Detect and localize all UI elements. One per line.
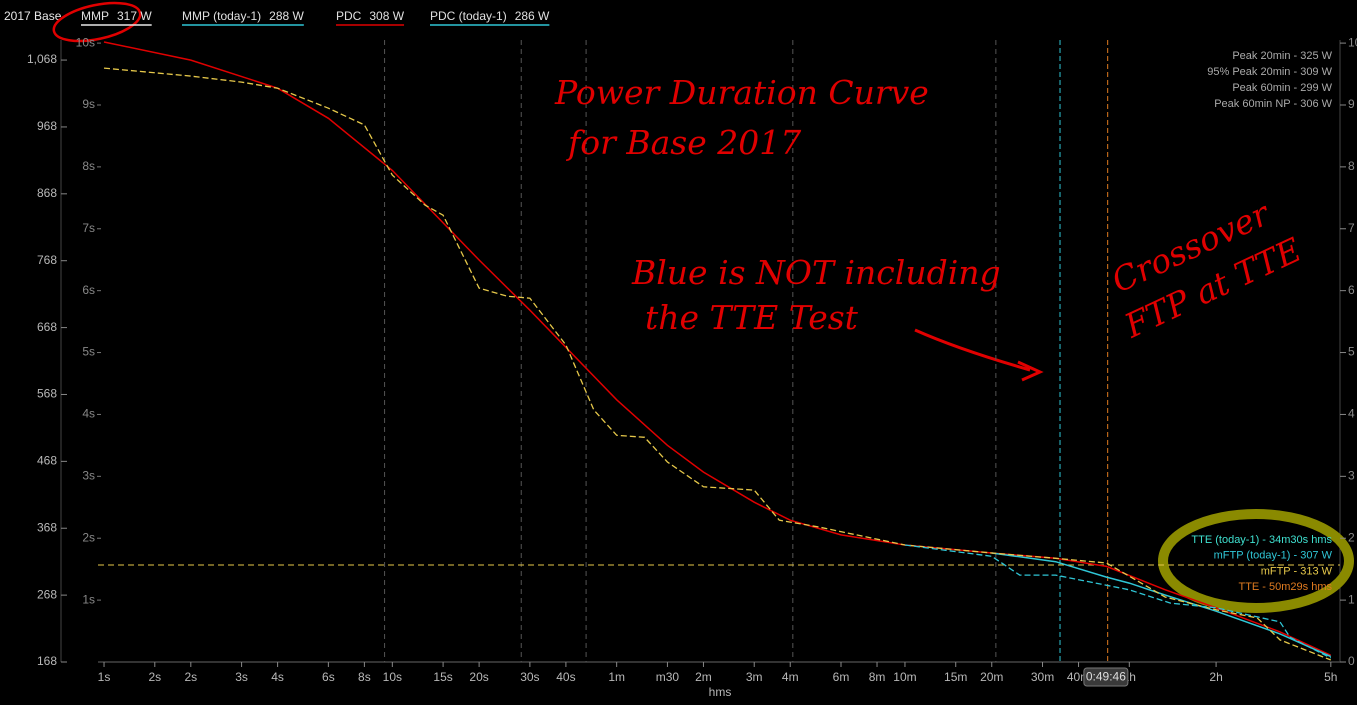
y2-tick-label: 6	[1348, 283, 1355, 297]
x-tick-label: 8m	[869, 670, 886, 684]
series-line	[991, 552, 1332, 658]
y2-inner-tick-label: 1s	[82, 592, 95, 606]
x-tick-label: 20s	[469, 670, 488, 684]
y-tick-label: 268	[37, 587, 57, 601]
x-tick-label: 3m	[746, 670, 763, 684]
handwritten-note: the TTE Test	[645, 298, 859, 337]
peak-annotation: Peak 60min - 299 W	[1232, 82, 1332, 94]
peak-annotation: Peak 60min NP - 306 W	[1214, 98, 1332, 110]
handwritten-note: Blue is NOT including	[631, 253, 1001, 292]
y-tick-label: 1,068	[27, 52, 57, 66]
tte-annotation: mFTP - 313 W	[1261, 565, 1333, 577]
y2-inner-tick-label: 2s	[82, 530, 95, 544]
x-tick-label: 8s	[358, 670, 371, 684]
x-tick-label: 4m	[782, 670, 799, 684]
x-tick-label: 5h	[1324, 670, 1337, 684]
legend-value: 317 W	[117, 9, 152, 23]
peak-annotation: 95% Peak 20min - 309 W	[1207, 66, 1332, 78]
hand-circle	[1158, 509, 1354, 613]
y2-tick-label: 8	[1348, 159, 1355, 173]
y2-inner-tick-label: 5s	[82, 345, 95, 359]
peak-annotation: Peak 20min - 325 W	[1232, 50, 1332, 62]
legend-name: MMP (today-1)	[182, 9, 261, 23]
legend-name: PDC (today-1)	[430, 9, 507, 23]
y-tick-label: 668	[37, 320, 57, 334]
legend-value: 286 W	[515, 9, 550, 23]
y2-inner-tick-label: 4s	[82, 407, 95, 421]
x-axis-label: hms	[709, 685, 732, 699]
y2-tick-label: 9	[1348, 97, 1355, 111]
y2-inner-tick-label: 8s	[82, 159, 95, 173]
x-tick-label: 1m	[608, 670, 625, 684]
legend-name: PDC	[336, 9, 362, 23]
x-tick-label: 1s	[98, 670, 111, 684]
y2-inner-tick-label: 6s	[82, 283, 95, 297]
y-tick-label: 468	[37, 454, 57, 468]
x-tick-label: 6m	[833, 670, 850, 684]
series-line	[103, 41, 1332, 656]
handwritten-note: Power Duration Curve	[554, 73, 929, 112]
y-tick-label: 868	[37, 186, 57, 200]
legend-name: MMP	[81, 9, 109, 23]
x-tick-label: 20m	[980, 670, 1003, 684]
tte-annotation: TTE - 50m29s hms	[1238, 581, 1332, 593]
y2-tick-label: 1	[1348, 592, 1355, 606]
y2-inner-tick-label: 3s	[82, 469, 95, 483]
x-tick-label: 10s	[383, 670, 402, 684]
y2-tick-label: 10	[1348, 35, 1357, 49]
x-tick-label: 2h	[1209, 670, 1222, 684]
x-tick-label: m30	[656, 670, 680, 684]
y2-tick-label: 5	[1348, 345, 1355, 359]
tte-annotation: mFTP (today-1) - 307 W	[1214, 550, 1333, 562]
tte-annotation: TTE (today-1) - 34m30s hms	[1191, 534, 1332, 546]
chart-title: 2017 Base	[4, 9, 62, 23]
legend-value: 288 W	[269, 9, 304, 23]
cursor-box	[1083, 667, 1129, 687]
y2-inner-tick-label: 7s	[82, 221, 95, 235]
hand-circle	[52, 1, 142, 43]
x-tick-label: 15m	[944, 670, 967, 684]
y2-inner-tick-label: 9s	[82, 97, 95, 111]
y2-tick-label: 2	[1348, 530, 1355, 544]
x-tick-label: 30s	[520, 670, 539, 684]
hand-arrow	[914, 328, 1044, 382]
series-line	[103, 67, 1332, 661]
cursor-label: 0:49:46	[1086, 670, 1126, 684]
y2-tick-label: 3	[1348, 469, 1355, 483]
x-tick-label: 40s	[556, 670, 575, 684]
y2-inner-tick-label: 10s	[76, 35, 95, 49]
y2-tick-label: 7	[1348, 221, 1355, 235]
y2-tick-label: 0	[1348, 654, 1355, 668]
x-tick-label: 2s	[184, 670, 197, 684]
x-tick-label: 3s	[235, 670, 248, 684]
y-tick-label: 368	[37, 520, 57, 534]
x-tick-label: 15s	[433, 670, 452, 684]
y-tick-label: 968	[37, 119, 57, 133]
y-tick-label: 568	[37, 387, 57, 401]
legend-value: 308 W	[369, 9, 404, 23]
x-tick-label: 2m	[695, 670, 712, 684]
y-tick-label: 168	[37, 654, 57, 668]
x-tick-label: 30m	[1031, 670, 1054, 684]
x-tick-label: 4s	[271, 670, 284, 684]
x-tick-label: 10m	[893, 670, 916, 684]
y-tick-label: 768	[37, 253, 57, 267]
series-line	[904, 544, 1332, 659]
x-tick-label: 6s	[322, 670, 335, 684]
x-tick-label: 2s	[148, 670, 161, 684]
handwritten-note: for Base 2017	[565, 123, 801, 162]
y2-tick-label: 4	[1348, 407, 1355, 421]
